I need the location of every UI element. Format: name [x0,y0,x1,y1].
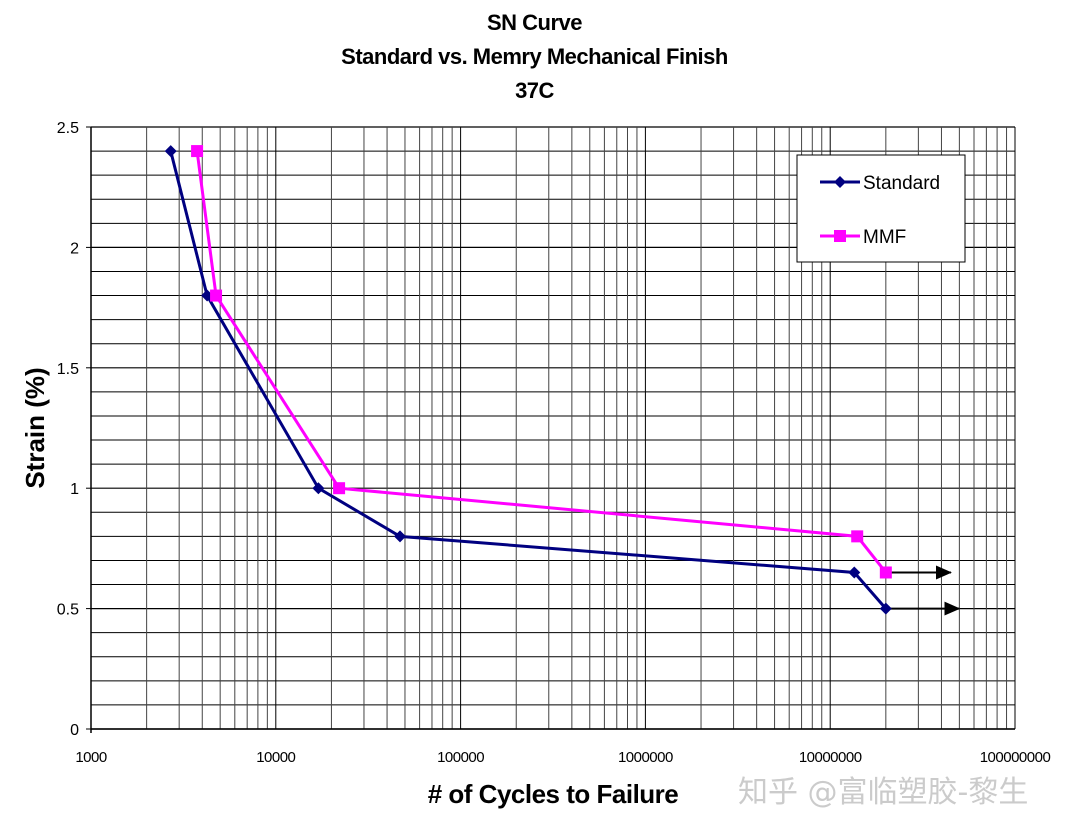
x-tick-label: 100000000 [980,749,1051,766]
y-axis-label: Strain (%) [20,367,50,488]
chart-subtitle-temp: 37C [515,78,554,103]
x-tick-label: 1000000 [618,749,673,766]
x-tick-label: 10000 [256,749,295,766]
y-tick-label: 1 [70,481,79,498]
x-tick-label: 1000 [75,749,107,766]
y-tick-label: 0 [70,722,79,739]
watermark: 知乎 @富临塑胶-黎生 [738,775,1029,810]
y-tick-label: 0.5 [57,602,79,619]
legend-box [796,154,966,263]
legend: Standard MMF [796,154,966,263]
data-point-diamond [879,602,892,615]
series-standard [164,145,892,615]
data-point-diamond [834,176,846,188]
x-tick-label: 100000 [437,749,484,766]
data-point-diamond [848,566,861,579]
legend-label: Standard [863,173,940,194]
series-line [169,150,887,610]
x-axis-label: # of Cycles to Failure [428,779,679,809]
data-point-diamond [164,145,177,158]
data-point-square [210,289,223,302]
data-point-square [851,530,864,543]
series-line [195,150,888,574]
data-point-square [333,482,346,495]
chart-title: SN Curve [486,10,583,35]
y-tick-label: 2.5 [57,120,79,137]
data-point-square [191,145,204,158]
y-tick-label: 2 [70,240,79,257]
data-point-square [834,230,846,242]
series-mmf [191,145,892,579]
data-point-diamond [394,530,407,543]
data-point-diamond [312,482,325,495]
y-tick-label: 1.5 [57,361,79,378]
x-tick-label: 10000000 [799,749,862,766]
data-point-square [879,566,892,579]
chart-subtitle: Standard vs. Memry Mechanical Finish [341,44,728,69]
legend-label: MMF [863,227,906,248]
